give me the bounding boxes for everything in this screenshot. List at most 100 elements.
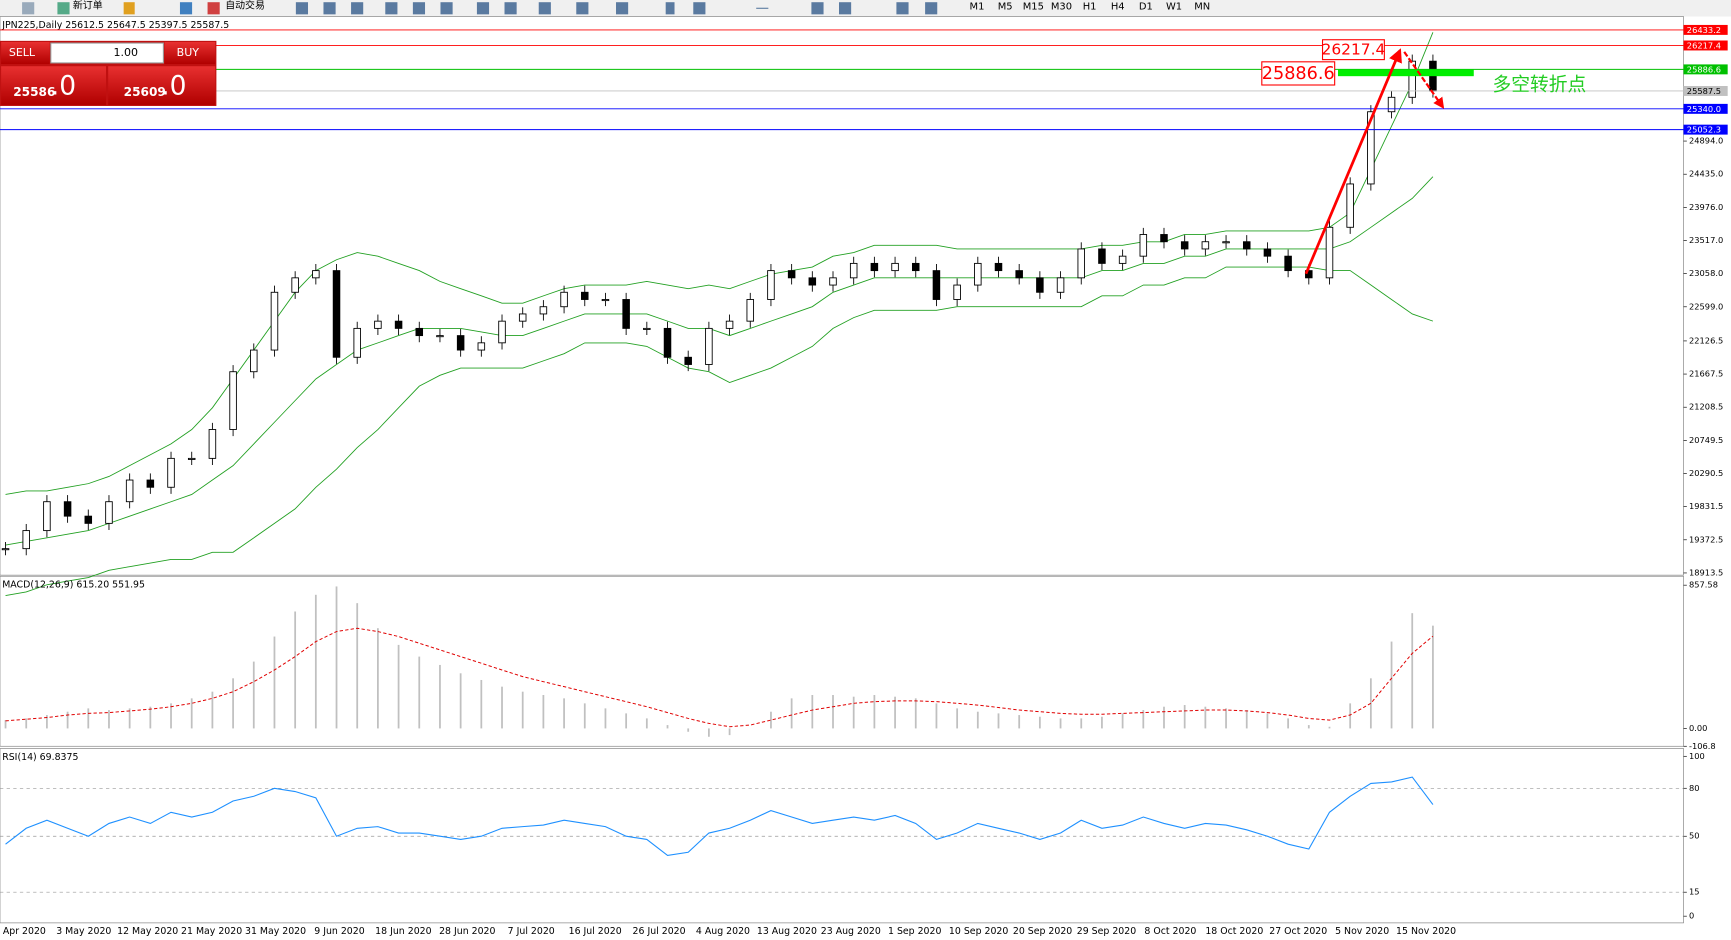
macd-bar [1101, 716, 1103, 729]
candle [332, 270, 341, 358]
icon[interactable] [440, 2, 453, 15]
toolbar-bg [0, 0, 1731, 17]
ask-box[interactable] [108, 66, 216, 105]
macd-bar [190, 698, 193, 729]
bid-box[interactable] [1, 66, 106, 105]
timeframe[interactable]: D1 [1139, 2, 1153, 13]
level-tag [1683, 64, 1728, 75]
timeframe[interactable]: W1 [1166, 2, 1182, 13]
macd-bar [997, 713, 1000, 729]
icon[interactable] [839, 2, 852, 15]
candle [1325, 226, 1334, 279]
macd-bar [1059, 718, 1062, 729]
level-tag [1683, 124, 1728, 135]
x-tick-label: 1 Sep 2020 [888, 926, 941, 937]
timeframe[interactable]: H4 [1111, 2, 1125, 13]
new-order[interactable]: 新订单 [73, 0, 103, 12]
icon[interactable] [385, 2, 398, 15]
candle [539, 306, 548, 315]
auto-trading[interactable]: 自动交易 [225, 0, 265, 12]
candle [1387, 96, 1396, 113]
timeframe[interactable]: MN [1194, 2, 1210, 13]
icon[interactable] [811, 2, 824, 15]
x-tick-label: 7 Jul 2020 [508, 926, 555, 937]
macd-bar [170, 703, 172, 729]
candle [312, 270, 320, 279]
icon[interactable] [896, 2, 909, 15]
x-tick-label: 29 Sep 2020 [1077, 926, 1136, 937]
icon[interactable] [351, 2, 364, 15]
timeframe[interactable]: M30 [1051, 2, 1072, 13]
ask-main[interactable]: 25609 [124, 85, 166, 99]
macd-bar [46, 715, 48, 729]
candle [1242, 241, 1251, 250]
ask-last[interactable]: .0 [161, 71, 186, 102]
auto-trading-icon[interactable] [207, 2, 220, 15]
macd-bar [604, 708, 607, 729]
signal-line [5, 627, 1434, 728]
lots[interactable]: 1.00 [113, 46, 138, 59]
macd-bar [66, 711, 69, 729]
icon[interactable] [665, 2, 675, 15]
timeframe[interactable]: H1 [1083, 2, 1097, 13]
candle [767, 270, 775, 300]
macd-bar [666, 725, 669, 729]
buy-button[interactable] [164, 41, 216, 65]
new-order-icon[interactable] [57, 2, 70, 15]
icon[interactable] [616, 2, 629, 15]
macd-bar [935, 703, 938, 729]
candle [1284, 255, 1292, 272]
sell[interactable]: SELL [9, 46, 36, 59]
icon[interactable] [693, 2, 706, 15]
macd-bar [87, 708, 90, 729]
bid-last[interactable]: .0 [51, 71, 76, 102]
icon[interactable] [538, 2, 551, 15]
candle [146, 479, 155, 488]
band-middle [5, 176, 1434, 546]
bid-main[interactable]: 25586 [13, 85, 55, 99]
icon[interactable] [295, 2, 309, 15]
candle [229, 371, 237, 430]
y-tick-label: 857.58 [1689, 580, 1718, 590]
icon[interactable] [756, 7, 769, 9]
macd-bar [356, 603, 359, 729]
lots-input[interactable] [50, 42, 164, 64]
macd-bar [273, 636, 276, 729]
candle [477, 342, 486, 351]
candle [1036, 277, 1044, 293]
high-label: 26217.4 [1322, 41, 1386, 59]
toolbar: 新订单 自动交易 M1 M5 M15 M30 H1 H4 D1 W1 MN [0, 0, 1731, 17]
icon[interactable] [412, 2, 426, 15]
level-tag [1683, 40, 1728, 51]
macd-bar [894, 696, 896, 729]
icon[interactable] [123, 2, 135, 15]
icon[interactable] [476, 2, 490, 15]
main-frame [0, 16, 1684, 576]
macd-bar [956, 708, 959, 729]
candle [208, 429, 217, 459]
level-label: 25052.3 [1687, 125, 1721, 135]
candle [125, 479, 134, 503]
icon[interactable] [323, 2, 336, 15]
x-tick-label: 21 May 2020 [181, 926, 242, 937]
candle [1, 548, 10, 551]
timeframe[interactable]: M5 [998, 2, 1013, 13]
timeframe[interactable]: M15 [1023, 2, 1044, 13]
macd-bar [1390, 641, 1393, 729]
icon[interactable] [576, 2, 589, 15]
y-tick-label: 50 [1689, 831, 1700, 841]
x-tick-label: 23 Aug 2020 [821, 926, 881, 937]
timeframe[interactable]: M1 [970, 2, 985, 13]
icon[interactable] [22, 2, 35, 15]
candle [581, 291, 589, 300]
icon[interactable] [179, 2, 193, 15]
candle [974, 262, 982, 286]
sell-button[interactable] [1, 41, 50, 65]
icon[interactable] [925, 2, 938, 15]
candle [643, 327, 651, 330]
x-tick-label: 10 Sep 2020 [949, 926, 1008, 937]
icon[interactable] [504, 2, 517, 15]
candle [498, 320, 506, 344]
candle [105, 501, 113, 524]
buy[interactable]: BUY [177, 46, 200, 59]
